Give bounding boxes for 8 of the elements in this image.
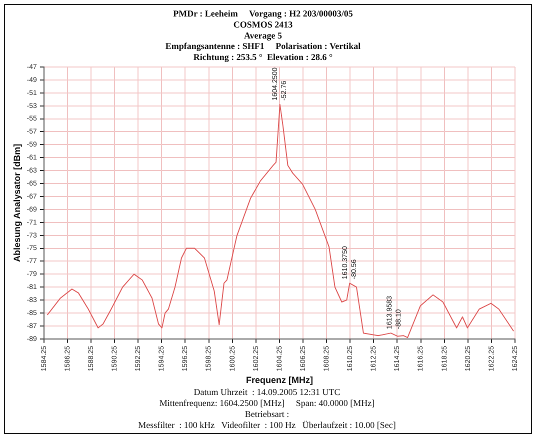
chart-title: PMDr : Leeheim Vorgang : H2 203/00003/05	[173, 8, 354, 19]
y-axis-title: Ablesung Analysator [dBm]	[12, 144, 22, 262]
text: Messfilter : 100 kHz Videofilter : 100 Hz Überlaufzeit : 10.00 [Sec]	[137, 420, 397, 431]
x-axis-title: Frequenz [MHz]	[246, 375, 313, 386]
text: Datum Uhrzeit : 14.09.2005 12:31 UTC	[192, 387, 342, 398]
text: Mittenfrequenz: 1604.2500 [MHz] Span: 40.0000 [MHz]	[158, 398, 376, 409]
text: Betriebsart :	[244, 409, 290, 420]
chart-subtitle: COSMOS 2413 Average 5 Empfangsantenne : SHF1 Polarisation : Vertikal Richtung : 253.5 ° Elevation : 28.6 °	[165, 20, 362, 62]
